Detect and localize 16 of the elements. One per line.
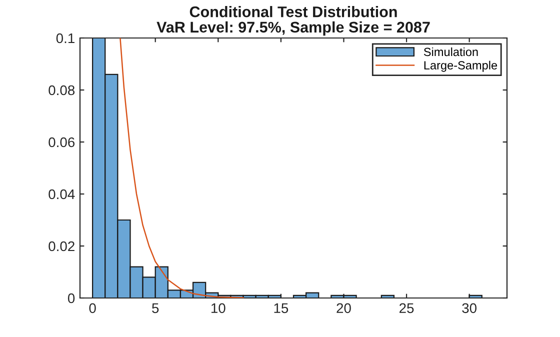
- chart-title: Conditional Test Distribution VaR Level: 97.5%, Sample Size = 2087: [156, 6, 430, 36]
- x-tick-label: 0: [89, 303, 96, 314]
- y-tick-label: 0.02: [48, 241, 74, 252]
- x-tick-label: 30: [462, 303, 477, 314]
- y-tick-label: 0.04: [48, 189, 75, 200]
- y-tick-label: 0.1: [56, 33, 74, 44]
- x-tick-label: 5: [152, 303, 159, 314]
- x-tick-label: 20: [336, 303, 351, 314]
- legend-label: Simulation: [424, 47, 478, 56]
- y-tick-label: 0.08: [48, 85, 75, 96]
- x-tick-label: 15: [274, 303, 288, 314]
- y-tick-label: 0: [68, 293, 75, 304]
- legend-label: Large-Sample: [424, 60, 498, 72]
- x-tick-label: 25: [400, 303, 414, 314]
- y-tick-label: 0.06: [48, 137, 75, 148]
- x-tick-label: 10: [211, 303, 226, 314]
